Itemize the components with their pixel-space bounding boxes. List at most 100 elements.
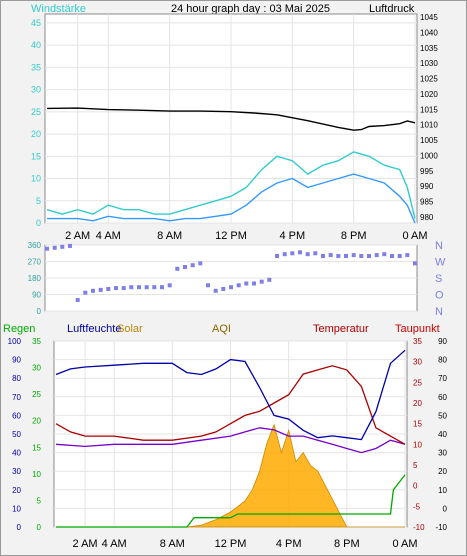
wind-x-tick-label: 4 AM [96, 230, 121, 242]
compass-label: O [435, 290, 444, 302]
direction-point [68, 243, 72, 248]
temp-tick-label: 0 [413, 482, 418, 491]
page-title: 24 hour graph day : 03 Mai 2025 [171, 3, 330, 15]
feuchte-tick-label: 35 [32, 337, 41, 346]
direction-point [52, 245, 57, 250]
direction-point [121, 286, 126, 291]
direction-point [183, 265, 187, 269]
pressure-y-axis: 980 985 990 995 1000 1005 1010 1015 1020 1025 1030… [420, 13, 438, 222]
temp-tick-label: 25 [413, 378, 422, 387]
direction-point [236, 283, 241, 288]
direction-point [244, 281, 249, 286]
wind-label: Windstärke [31, 3, 86, 15]
regen-tick-label: 90 [12, 356, 21, 365]
direction-point [60, 244, 65, 249]
pressure-tick-label: 1045 [420, 13, 438, 22]
direction-point [275, 254, 279, 258]
direction-point [382, 252, 387, 257]
wind-x-axis: 2 AM 4 AM 8 AM 12 PM 4 PM 8 PM 0 AM [65, 230, 427, 242]
pressure-tick-label: 1040 [420, 28, 438, 37]
direction-point [83, 290, 88, 295]
direction-point [229, 285, 233, 290]
wind-x-tick-label: 8 PM [341, 230, 367, 242]
regen-tick-label: 50 [12, 430, 21, 439]
compass-label: W [435, 257, 446, 269]
wind-gust-line [46, 151, 416, 219]
direction-point [390, 254, 394, 258]
regen-tick-label: 40 [12, 449, 21, 458]
direction-point [206, 283, 210, 288]
multi-x-tick-label: 12 PM [215, 538, 247, 550]
direction-point [98, 287, 103, 292]
pressure-tick-label: 1035 [420, 44, 438, 53]
direction-point [106, 287, 111, 291]
pressure-tick-label: 1005 [420, 136, 438, 145]
multi-x-tick-label: 4 PM [276, 538, 302, 550]
multi-x-tick-label: 0 AM [392, 538, 417, 550]
wind-x-tick-label: 4 PM [279, 230, 305, 242]
pressure-tick-label: 1015 [420, 105, 438, 114]
feuchte-tick-label: 25 [32, 390, 41, 399]
taupunkt-tick-label: 10 [438, 486, 447, 495]
feuchte-tick-label: 5 [37, 496, 42, 505]
direction-tick-label: 180 [28, 274, 42, 283]
direction-point [305, 252, 310, 257]
multi-x-tick-label: 4 AM [102, 538, 127, 550]
pressure-tick-label: 1010 [420, 121, 438, 130]
wind-direction-grid [45, 244, 417, 312]
legend-aqi: AQI [212, 323, 231, 335]
feuchte-tick-label: 20 [32, 417, 41, 426]
wind-tick-label: 40 [31, 40, 41, 50]
legend-taupunkt: Taupunkt [395, 323, 440, 335]
direction-point [367, 254, 371, 258]
direction-point [259, 279, 264, 284]
legend-temperatur: Temperatur [313, 323, 369, 335]
feuchte-tick-label: 30 [32, 364, 41, 373]
wind-tick-label: 0 [36, 218, 41, 228]
direction-point [198, 261, 203, 266]
pressure-tick-label: 1025 [420, 75, 438, 84]
direction-point [175, 266, 180, 271]
temp-tick-label: 35 [413, 337, 422, 346]
wind-x-tick-label: 2 AM [65, 230, 90, 242]
regen-tick-label: 80 [12, 374, 21, 383]
direction-point [221, 287, 226, 291]
direction-point [298, 250, 302, 255]
direction-y-axis: 0 90 180 270 360 [28, 241, 42, 316]
dewpoint-line [55, 427, 406, 454]
pressure-tick-label: 990 [420, 182, 434, 191]
taupunkt-tick-label: -10 [435, 523, 447, 532]
taupunkt-tick-label: 20 [438, 467, 447, 476]
direction-point [405, 253, 410, 258]
direction-point [413, 261, 417, 266]
taupunkt-tick-label: 70 [438, 374, 447, 383]
legend-regen: Regen [3, 323, 35, 335]
direction-point [267, 277, 272, 282]
taupunkt-tick-label: 30 [438, 449, 447, 458]
wind-avg-line [47, 173, 416, 224]
direction-point [190, 263, 195, 268]
wind-tick-label: 25 [31, 107, 41, 117]
regen-tick-label: 30 [12, 467, 21, 476]
direction-tick-label: 90 [32, 291, 41, 300]
regen-tick-label: 60 [12, 411, 21, 420]
direction-point [374, 253, 379, 258]
compass-label: N [435, 240, 443, 252]
temp-tick-label: 30 [413, 358, 422, 367]
pressure-tick-label: 1030 [420, 59, 438, 68]
pressure-tick-label: 1000 [420, 151, 438, 160]
direction-point [91, 288, 95, 293]
pressure-tick-label: 1020 [420, 90, 438, 99]
feuchte-tick-label: 0 [37, 523, 42, 532]
direction-point [290, 251, 295, 256]
compass-label: S [435, 273, 442, 285]
feuchte-tick-label: 10 [32, 470, 41, 479]
direction-point [129, 285, 134, 290]
direction-point [344, 254, 348, 258]
rain-line [56, 474, 406, 528]
direction-point [328, 253, 333, 258]
pressure-label: Luftdruck [369, 3, 415, 15]
